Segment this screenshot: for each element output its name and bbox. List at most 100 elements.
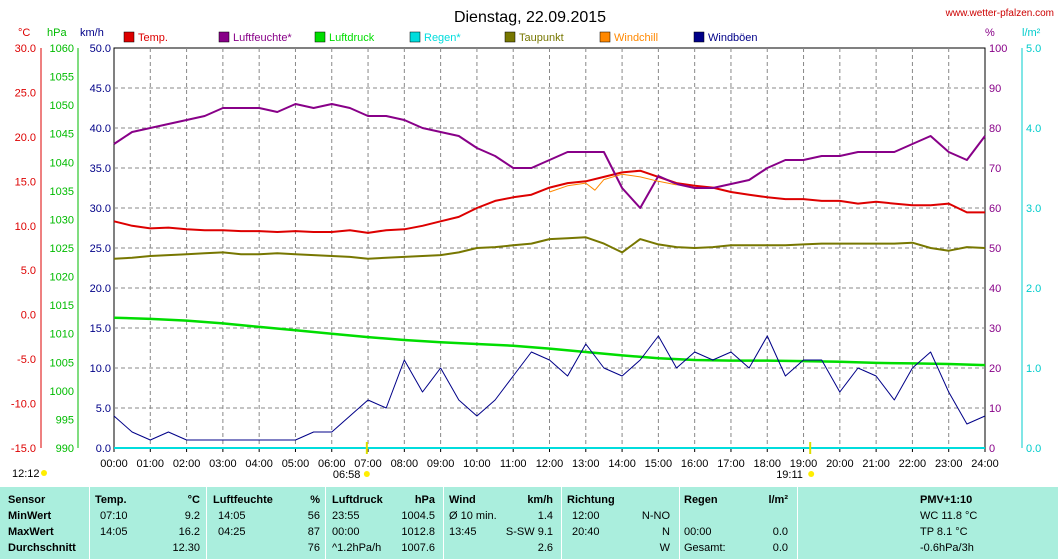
temp-tick-label: -15.0 (11, 443, 36, 455)
legend-swatch (123, 31, 135, 43)
rain-value: 0.0 (772, 542, 788, 554)
pressure-unit-label: hPa (47, 27, 67, 39)
humidity-tick-label: 50 (989, 243, 1001, 255)
rain-tick-label: 4.0 (1026, 123, 1041, 135)
temp-value: 16.2 (178, 526, 200, 538)
x-tick-label: 20:00 (826, 458, 854, 470)
pressure-tick-label: 1010 (50, 329, 74, 341)
humidity-tick-label: 30 (989, 323, 1001, 335)
temp-tick-label: -10.0 (11, 399, 36, 411)
legend-label: Temp. (138, 32, 168, 44)
x-tick-label: 07:00 (354, 458, 382, 470)
pressure-tick-label: 1005 (50, 357, 74, 369)
pressure-tick-label: 1020 (50, 272, 74, 284)
rain-unit-label: l/m² (1022, 27, 1041, 39)
legend-label: Taupunkt (519, 32, 564, 44)
x-tick-label: 19:00 (790, 458, 818, 470)
header-humidity: Luftfeuchte (213, 494, 273, 506)
humidity-tick-label: 90 (989, 83, 1001, 95)
sunset-label: 19:11 (776, 469, 803, 481)
pressure-tick-label: 1045 (50, 129, 74, 141)
column-divider (679, 487, 680, 559)
moonrise-label: 12:12 (12, 468, 40, 480)
row-label: Durchschnitt (8, 542, 76, 554)
rain-tick-label: 0.0 (1026, 443, 1041, 455)
rain-time: Gesamt: (684, 542, 726, 554)
temp-tick-label: 25.0 (15, 87, 36, 99)
rain-value: 0.0 (772, 526, 788, 538)
wind-value: 2.6 (537, 542, 553, 554)
rain-tick-label: 1.0 (1026, 363, 1041, 375)
legend-swatch (504, 31, 516, 43)
pressure-tick-label: 990 (56, 443, 74, 455)
pressure-tick-label: 1025 (50, 243, 74, 255)
pressure-tick-label: 995 (56, 414, 74, 426)
header-temp: Temp. (95, 494, 127, 506)
wind-value: 1.4 (537, 510, 553, 522)
header-rain-unit: l/m² (768, 494, 788, 506)
statistics-table: Sensor Temp. °C Luftfeuchte % Luftdruck … (0, 487, 1058, 559)
header-sensor: Sensor (8, 494, 46, 506)
humidity-tick-label: 40 (989, 283, 1001, 295)
legend-swatch (599, 31, 611, 43)
x-tick-label: 16:00 (681, 458, 709, 470)
wind-tick-label: 15.0 (90, 323, 111, 335)
sunset-marker (808, 471, 815, 477)
temp-tick-label: 15.0 (15, 176, 36, 188)
temp-tick-label: 10.0 (15, 221, 36, 233)
series-line (113, 335, 986, 441)
x-tick-label: 05:00 (282, 458, 310, 470)
wind-tick-label: 50.0 (90, 43, 111, 55)
x-tick-label: 03:00 (209, 458, 237, 470)
series-line (113, 169, 985, 234)
x-tick-label: 18:00 (753, 458, 781, 470)
header-pressure: Luftdruck (332, 494, 383, 506)
x-tick-label: 13:00 (572, 458, 600, 470)
chart-title: Dienstag, 22.09.2015 (454, 9, 606, 26)
wind-tick-label: 5.0 (96, 403, 111, 415)
pressure-tick-label: 1040 (50, 157, 74, 169)
humidity-tick-label: 70 (989, 163, 1001, 175)
temp-value: 9.2 (184, 510, 200, 522)
column-divider (89, 487, 90, 559)
wind-tick-label: 30.0 (90, 203, 111, 215)
temp-unit-label: °C (18, 27, 30, 39)
pmv-value: -0.6hPa/3h (920, 542, 974, 554)
temp-time: 14:05 (100, 526, 128, 538)
header-pressure-unit: hPa (414, 494, 435, 506)
series-line (549, 173, 677, 193)
legend-label: Luftfeuchte* (233, 32, 292, 44)
column-divider (561, 487, 562, 559)
humidity-value: 76 (307, 542, 320, 554)
pmv-value: TP 8.1 °C (920, 526, 968, 538)
header-wind: Wind (449, 494, 476, 506)
pressure-tick-label: 1030 (50, 214, 74, 226)
series-line (113, 103, 986, 209)
wind-tick-label: 25.0 (90, 243, 111, 255)
wind-tick-label: 35.0 (90, 163, 111, 175)
direction-time: 20:40 (572, 526, 600, 538)
pressure-value: 1007.6 (401, 542, 435, 554)
x-tick-label: 23:00 (935, 458, 963, 470)
humidity-time: 14:05 (218, 510, 246, 522)
rain-tick-label: 5.0 (1026, 43, 1041, 55)
legend-label: Regen* (424, 32, 461, 44)
legend-swatch (314, 31, 326, 43)
column-divider (206, 487, 207, 559)
pressure-tick-label: 1050 (50, 100, 74, 112)
header-pmv: PMV+1:10 (920, 494, 973, 506)
pressure-tick-label: 1060 (50, 43, 74, 55)
wind-label: Ø 10 min. (449, 510, 497, 522)
pressure-tick-label: 1035 (50, 186, 74, 198)
x-tick-label: 15:00 (645, 458, 673, 470)
temp-time: 07:10 (100, 510, 128, 522)
column-divider (797, 487, 798, 559)
humidity-time: 04:25 (218, 526, 246, 538)
pressure-tick-label: 1000 (50, 386, 74, 398)
direction-value: W (659, 542, 670, 554)
humidity-tick-label: 80 (989, 123, 1001, 135)
legend-label: Windchill (614, 32, 658, 44)
sunrise-marker (363, 471, 370, 477)
wind-label: 13:45 (449, 526, 477, 538)
wind-tick-label: 40.0 (90, 123, 111, 135)
